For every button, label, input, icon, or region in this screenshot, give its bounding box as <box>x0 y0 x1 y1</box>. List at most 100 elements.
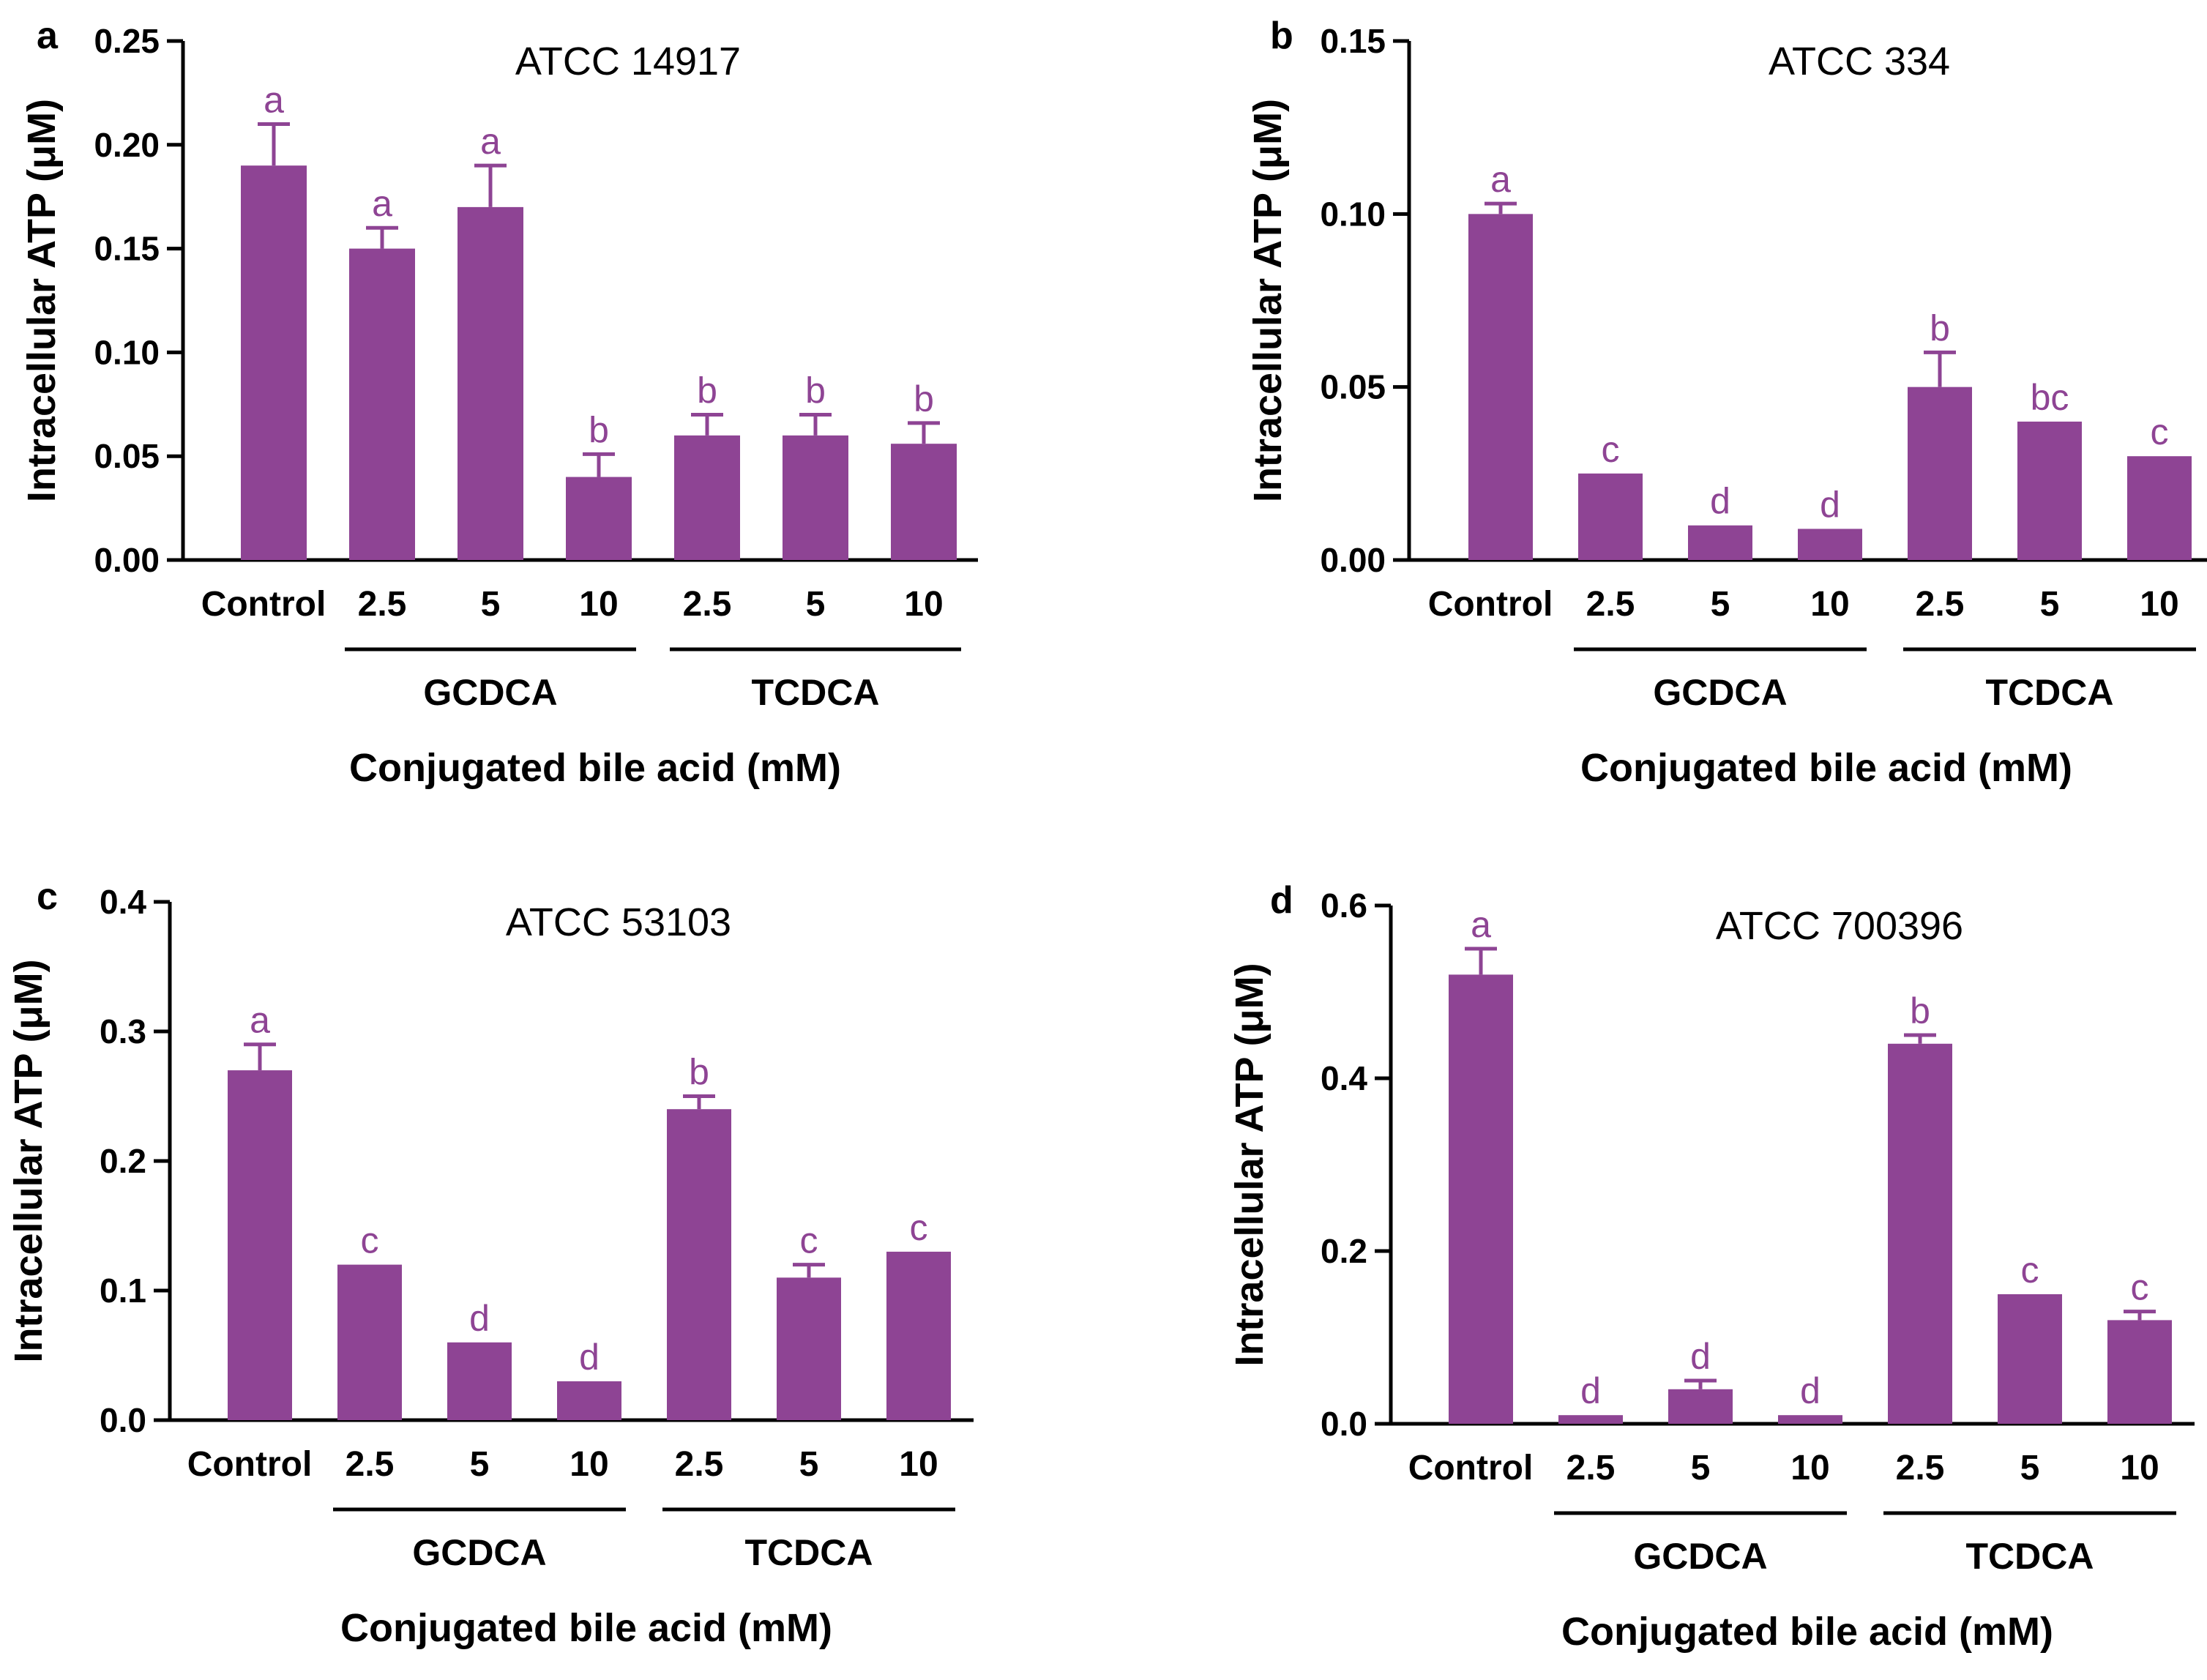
chart-panel-b: b ATCC 334 0.00 0.05 0.10 0.15 a Control c 2.5 d 5 d… <box>1246 15 2207 790</box>
group-label: TCDCA <box>1966 1536 2094 1577</box>
bar-a-3 <box>566 477 632 560</box>
x-tick-label: 5 <box>1711 585 1730 624</box>
bar-b-2 <box>1688 525 1752 560</box>
x-tick-label: 5 <box>481 585 501 624</box>
y-tick-label: 0.1 <box>100 1272 146 1310</box>
significance-letter: b <box>1910 990 1930 1031</box>
significance-letter: c <box>910 1207 928 1248</box>
bar-d-2 <box>1668 1389 1733 1424</box>
bar-d-3 <box>1778 1415 1842 1424</box>
significance-letter: d <box>1800 1370 1821 1411</box>
x-axis-title: Conjugated bile acid (mM) <box>340 1606 832 1650</box>
bar-b-6 <box>2127 456 2192 560</box>
significance-letter: d <box>579 1337 600 1378</box>
y-tick-label: 0.10 <box>94 333 160 371</box>
group-label: TCDCA <box>1986 672 2114 713</box>
chart-title: ATCC 14917 <box>515 40 741 83</box>
significance-letter: c <box>800 1220 818 1261</box>
x-tick-label: 10 <box>2140 585 2178 624</box>
bar-c-2 <box>447 1342 512 1420</box>
x-tick-label: 5 <box>2020 1449 2040 1487</box>
x-tick-label: 10 <box>2120 1449 2159 1487</box>
bar-c-6 <box>886 1251 951 1420</box>
significance-letter: a <box>264 79 284 120</box>
significance-letter: c <box>1602 429 1620 470</box>
significance-letter: a <box>1490 159 1511 200</box>
group-label: TCDCA <box>745 1532 873 1573</box>
y-axis-title: Intracellular ATP (μM) <box>7 959 51 1362</box>
x-axis-title: Conjugated bile acid (mM) <box>1580 746 2072 790</box>
y-tick-label: 0.15 <box>1320 22 1386 60</box>
significance-letter: c <box>361 1220 379 1261</box>
y-tick-label: 0.3 <box>100 1012 146 1050</box>
significance-letter: a <box>250 1000 270 1041</box>
y-tick-label: 0.05 <box>94 437 160 475</box>
bar-a-4 <box>674 435 740 560</box>
x-tick-label: 10 <box>904 585 943 624</box>
significance-letter: a <box>480 121 501 162</box>
bar-b-5 <box>2017 421 2082 560</box>
bar-d-4 <box>1888 1043 1952 1424</box>
bar-d-5 <box>1998 1294 2062 1424</box>
x-axis-title: Conjugated bile acid (mM) <box>1561 1610 2053 1654</box>
x-tick-label: Control <box>1408 1449 1534 1487</box>
bar-d-6 <box>2107 1320 2172 1424</box>
y-tick-label: 0.0 <box>1321 1405 1367 1443</box>
x-tick-label: 10 <box>579 585 618 624</box>
x-axis-title: Conjugated bile acid (mM) <box>349 746 841 790</box>
y-tick-label: 0.2 <box>100 1142 146 1180</box>
x-tick-label: 5 <box>1691 1449 1711 1487</box>
significance-letter: c <box>2151 411 2169 452</box>
y-tick-label: 0.20 <box>94 126 160 164</box>
chart-title: ATCC 700396 <box>1716 904 1963 948</box>
bar-d-0 <box>1449 974 1513 1424</box>
group-label: GCDCA <box>1653 672 1787 713</box>
y-tick-label: 0.25 <box>94 22 160 60</box>
significance-letter: b <box>1930 307 1950 348</box>
x-tick-label: 10 <box>899 1445 938 1484</box>
x-tick-label: 5 <box>470 1445 490 1484</box>
x-tick-label: 2.5 <box>1566 1449 1616 1487</box>
y-tick-label: 0.05 <box>1320 368 1386 406</box>
x-tick-label: 10 <box>1810 585 1849 624</box>
bar-a-6 <box>891 444 957 560</box>
chart-title: ATCC 334 <box>1769 40 1950 83</box>
bar-c-1 <box>337 1264 402 1420</box>
y-tick-label: 0.10 <box>1320 195 1386 233</box>
group-label: GCDCA <box>1633 1536 1767 1577</box>
significance-letter: d <box>1820 484 1840 525</box>
bar-c-5 <box>777 1277 841 1420</box>
bar-d-1 <box>1558 1415 1623 1424</box>
y-tick-label: 0.00 <box>94 541 160 579</box>
y-tick-label: 0.2 <box>1321 1232 1367 1270</box>
chart-panel-d: d ATCC 700396 0.0 0.2 0.4 0.6 a Control d 2.5 d 5 d 1… <box>1228 879 2195 1654</box>
significance-letter: c <box>2131 1267 2149 1308</box>
significance-letter: bc <box>2031 377 2069 418</box>
bar-c-3 <box>557 1381 621 1420</box>
bar-a-2 <box>458 206 523 560</box>
y-tick-label: 0.0 <box>100 1401 146 1439</box>
x-tick-label: 2.5 <box>1916 585 1965 624</box>
x-tick-label: 5 <box>799 1445 819 1484</box>
panel-letter: b <box>1270 15 1293 57</box>
x-tick-label: 2.5 <box>346 1445 395 1484</box>
chart-title: ATCC 53103 <box>506 900 731 944</box>
bar-b-0 <box>1468 214 1533 560</box>
x-tick-label: Control <box>187 1445 313 1484</box>
significance-letter: b <box>689 1052 709 1093</box>
significance-letter: b <box>589 409 609 450</box>
y-axis-title: Intracellular ATP (μM) <box>1246 99 1290 502</box>
y-axis-title: Intracellular ATP (μM) <box>1228 963 1271 1366</box>
x-tick-label: Control <box>201 585 326 624</box>
y-tick-label: 0.00 <box>1320 541 1386 579</box>
significance-letter: b <box>697 370 717 411</box>
chart-panel-a: a ATCC 14917 0.00 0.05 0.10 0.15 0.20 0.25 a Cont… <box>20 15 978 790</box>
group-label: GCDCA <box>423 672 557 713</box>
y-axis-title: Intracellular ATP (μM) <box>20 99 64 502</box>
x-tick-label: 10 <box>1790 1449 1829 1487</box>
significance-letter: b <box>805 370 826 411</box>
bar-b-4 <box>1908 387 1972 560</box>
bar-a-1 <box>349 248 415 560</box>
x-tick-label: 2.5 <box>1896 1449 1945 1487</box>
